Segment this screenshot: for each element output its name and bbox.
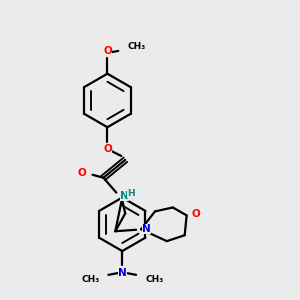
Text: O: O — [103, 144, 112, 154]
Text: CH₃: CH₃ — [127, 43, 146, 52]
Text: N: N — [118, 268, 127, 278]
Text: O: O — [192, 209, 200, 219]
Text: O: O — [103, 46, 112, 56]
Text: O: O — [78, 168, 87, 178]
Text: H: H — [127, 189, 135, 198]
Text: N: N — [120, 190, 129, 201]
Text: CH₃: CH₃ — [81, 275, 100, 284]
Text: N: N — [142, 224, 151, 234]
Text: CH₃: CH₃ — [145, 275, 163, 284]
